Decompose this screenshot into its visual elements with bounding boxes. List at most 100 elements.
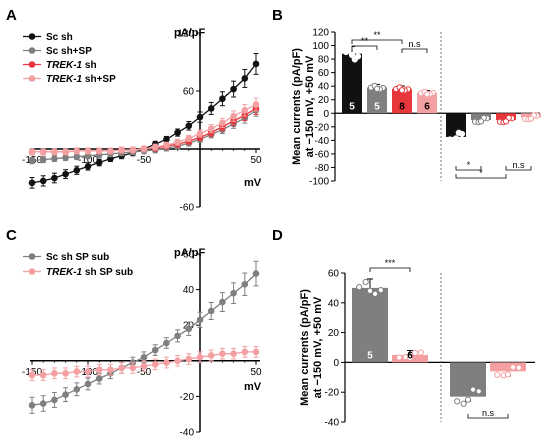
significance-bracket — [455, 166, 482, 171]
legend-label-1-italic: TREK-1 — [46, 267, 83, 278]
data-point — [140, 362, 148, 370]
legend-label-3: TREK-1 sh+SP — [46, 74, 116, 85]
data-point — [207, 125, 215, 132]
data-point — [241, 75, 249, 82]
y-tick-label: -40 — [315, 136, 330, 147]
x-tick-label: 50 — [250, 155, 262, 166]
y-axis-title: Mean currents (pA/pF)at −150 mV, +50 mV — [299, 289, 324, 406]
data-point — [84, 368, 92, 375]
y-tick-label: 60 — [183, 250, 195, 261]
data-point — [356, 284, 363, 291]
legend-label-2-italic: TREK-1 — [46, 60, 83, 71]
y-tick-label: 20 — [318, 95, 330, 106]
data-point — [174, 357, 181, 365]
data-point — [39, 400, 47, 407]
legend-marker — [28, 75, 36, 82]
data-point — [163, 141, 170, 149]
y-tick-label: 40 — [318, 82, 330, 93]
y-axis-title: Mean currents (pA/pF)at −150 mV, +50 mV — [291, 48, 316, 165]
y-tick-label: -60 — [180, 203, 195, 214]
data-point — [73, 385, 81, 393]
n-label: 6 — [407, 350, 413, 361]
data-point — [230, 350, 237, 357]
data-point — [174, 129, 181, 136]
legend-label-1: Sc sh+SP — [46, 46, 92, 57]
bar — [342, 53, 362, 114]
data-point — [373, 85, 381, 92]
data-point — [73, 166, 81, 174]
legend-marker — [28, 253, 36, 260]
data-point — [509, 364, 517, 371]
data-point — [73, 147, 81, 155]
data-point — [377, 287, 384, 294]
data-point — [95, 375, 103, 382]
data-point — [346, 44, 353, 51]
data-point — [396, 354, 403, 361]
y-tick-label: -20 — [325, 388, 340, 399]
data-point — [28, 157, 36, 164]
data-point — [73, 153, 81, 161]
y-tick-label: -80 — [315, 163, 330, 174]
data-point — [140, 145, 148, 153]
data-point — [464, 396, 472, 403]
data-point — [342, 48, 350, 56]
data-point — [196, 316, 204, 324]
data-point — [185, 122, 193, 130]
significance-bracket — [351, 39, 403, 44]
significance-bracket — [455, 174, 507, 179]
data-point — [515, 364, 522, 371]
data-point — [62, 369, 69, 377]
data-point — [252, 101, 260, 108]
data-point — [62, 148, 69, 156]
y-tick-label: -100 — [309, 177, 329, 188]
panel-label-a: A — [6, 7, 17, 24]
data-point — [366, 287, 374, 294]
significance-bracket — [351, 45, 378, 50]
significance-label: n.s — [408, 39, 421, 49]
data-point — [84, 147, 92, 155]
data-point — [39, 177, 47, 185]
bar — [367, 87, 387, 114]
legend-label-0: Sc sh — [46, 32, 73, 43]
data-point — [469, 386, 477, 393]
y-tick-label: -40 — [180, 428, 195, 439]
legend-label-3-rest: sh+SP — [82, 74, 116, 85]
legend-label-2-rest: sh — [82, 60, 96, 71]
data-point — [196, 113, 204, 121]
data-point — [28, 179, 36, 187]
data-point — [371, 290, 379, 297]
data-point — [62, 391, 69, 398]
data-point — [174, 138, 181, 146]
panel-a-ylabel: pA/pF — [174, 27, 205, 39]
data-point — [51, 148, 58, 156]
n-label: 5 — [367, 350, 373, 361]
y-tick-label: -20 — [315, 122, 330, 133]
significance-bracket — [505, 166, 532, 171]
data-point — [230, 289, 237, 297]
data-point — [84, 163, 92, 170]
data-point — [107, 366, 114, 374]
data-point — [494, 371, 501, 378]
y-axis-title-line: at −150 mV, +50 mV — [312, 296, 324, 398]
y-axis-title-line: Mean currents (pA/pF) — [299, 289, 311, 406]
data-point — [185, 135, 193, 142]
bar — [352, 287, 388, 363]
data-point — [207, 105, 215, 112]
n-label: 6 — [424, 101, 430, 112]
data-point — [39, 156, 47, 163]
data-point — [454, 398, 461, 405]
data-point — [28, 148, 36, 156]
data-point — [129, 364, 137, 372]
panel-label-c: C — [6, 227, 17, 244]
x-tick-label: -50 — [137, 155, 152, 166]
data-point — [51, 155, 58, 162]
data-point — [163, 136, 170, 143]
data-point — [51, 174, 58, 182]
y-tick-label: 60 — [183, 87, 195, 98]
y-tick-label: 120 — [177, 29, 194, 40]
data-point — [219, 350, 226, 357]
y-tick-label: 100 — [312, 41, 329, 52]
